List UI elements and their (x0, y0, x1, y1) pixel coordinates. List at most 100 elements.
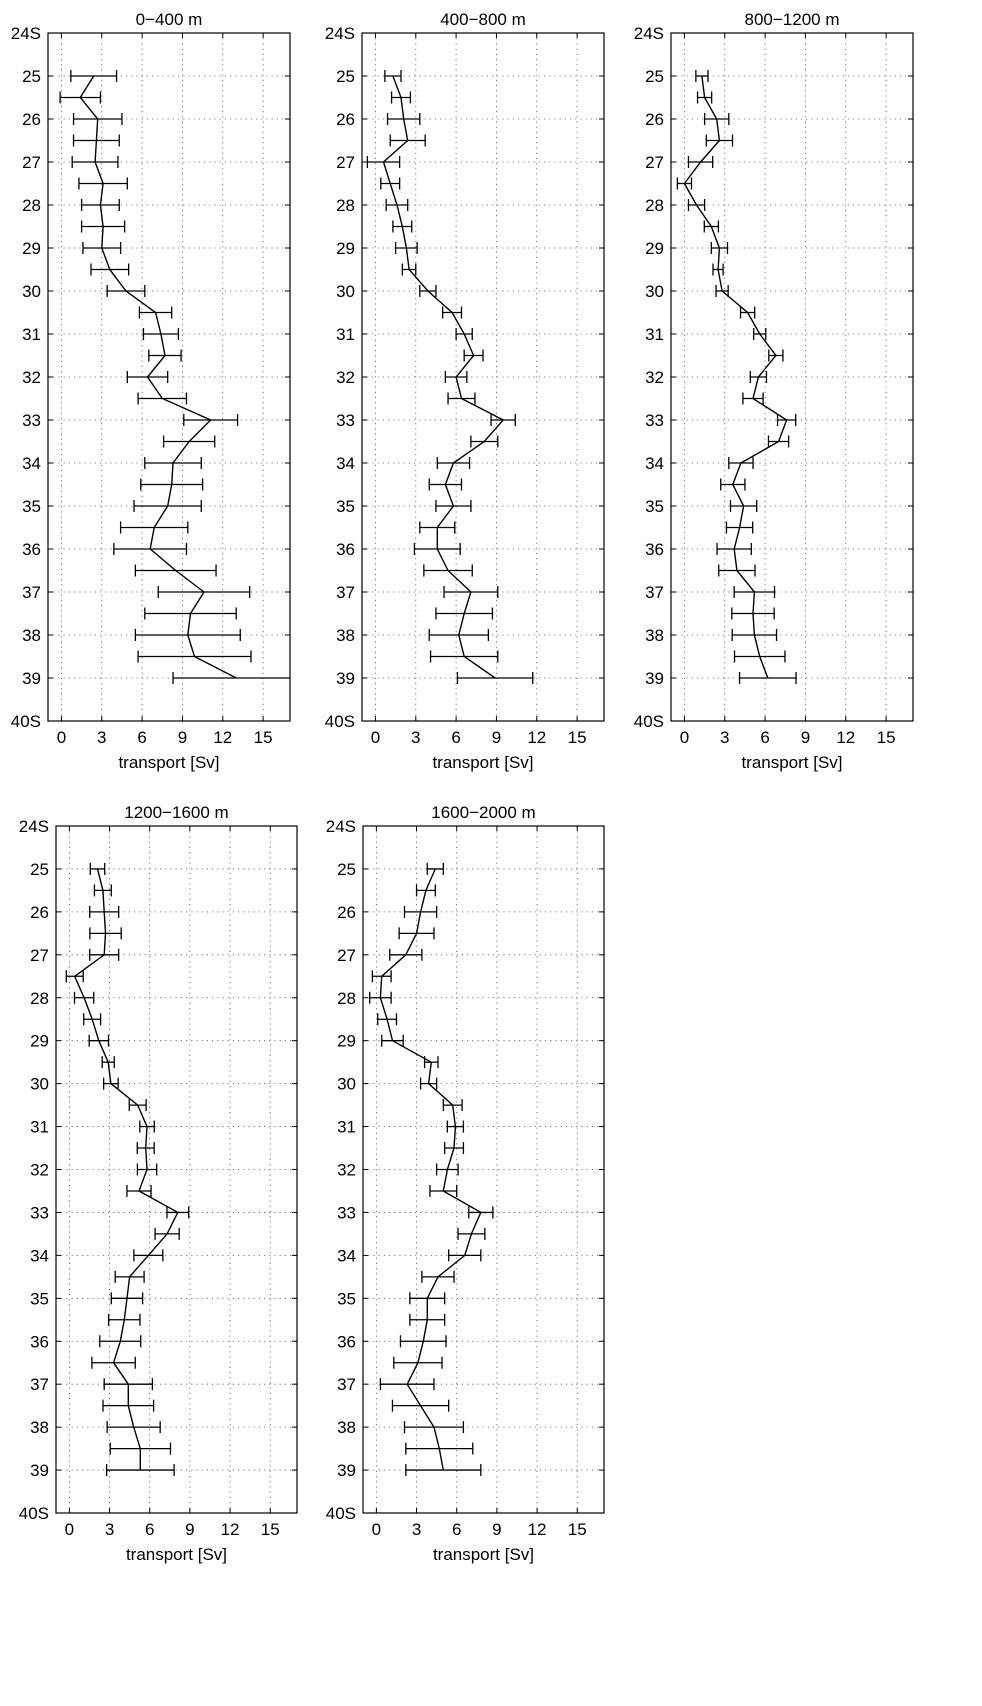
x-tick-label: 12 (213, 728, 232, 747)
x-tick-label: 9 (185, 1520, 194, 1539)
series-line (683, 75, 788, 679)
y-tick-label: 40S (325, 712, 355, 731)
y-tick-label: 40S (19, 1504, 49, 1523)
panel-4: 0 3 6 9 12 1524S25262728293031323334353637383… (19, 803, 298, 1564)
y-tick-label: 31 (22, 325, 41, 344)
y-tick-label: 28 (22, 196, 41, 215)
y-tick-label: 33 (22, 411, 41, 430)
y-tick-label: 39 (645, 669, 664, 688)
x-tick-label: 9 (801, 728, 810, 747)
y-tick-label: 38 (22, 626, 41, 645)
y-tick-label: 38 (337, 1418, 356, 1437)
x-tick-label: 15 (254, 728, 273, 747)
x-tick-label: 6 (451, 728, 460, 747)
y-tick-label: 33 (336, 411, 355, 430)
panel-title: 400−800 m (440, 10, 526, 29)
series (65, 862, 190, 1477)
x-axis-label: transport [Sv] (432, 753, 533, 772)
y-tick-label: 29 (336, 239, 355, 258)
panel-1: 0 3 6 9 12 1524S25262728293031323334353637383… (11, 10, 291, 772)
y-tick-label: 30 (336, 282, 355, 301)
y-tick-label: 30 (645, 282, 664, 301)
series (366, 70, 534, 684)
y-tick-label: 36 (337, 1332, 356, 1351)
y-tick-label: 26 (30, 903, 49, 922)
y-tick-label: 27 (336, 153, 355, 172)
y-tick-label: 32 (337, 1161, 356, 1180)
y-tick-label: 26 (337, 903, 356, 922)
y-tick-label: 31 (336, 325, 355, 344)
y-tick-label: 31 (645, 325, 664, 344)
grid (56, 825, 297, 1514)
y-tick-label: 40S (634, 712, 664, 731)
y-tick-label: 29 (645, 239, 664, 258)
y-tick-label: 35 (337, 1289, 356, 1308)
y-tick-label: 27 (22, 153, 41, 172)
x-tick-label: 9 (492, 1520, 501, 1539)
x-tick-label: 9 (492, 728, 501, 747)
y-tick-label: 24S (11, 24, 41, 43)
x-tick-label: 15 (261, 1520, 280, 1539)
grid (48, 32, 290, 722)
x-tick-label: 6 (452, 1520, 461, 1539)
y-tick-label: 28 (337, 989, 356, 1008)
y-tick-label: 35 (645, 497, 664, 516)
axes-frame (47, 32, 291, 722)
x-tick-label: 9 (178, 728, 187, 747)
y-tick-label: 38 (645, 626, 664, 645)
y-tick-label: 32 (22, 368, 41, 387)
series (369, 862, 494, 1477)
x-axis-label: transport [Sv] (118, 753, 219, 772)
y-tick-label: 24S (326, 817, 356, 836)
x-tick-label: 0 (372, 1520, 381, 1539)
series (59, 70, 290, 684)
panel-3: 0 3 6 9 12 1524S25262728293031323334353637383… (634, 10, 914, 772)
y-tick-label: 31 (30, 1118, 49, 1137)
y-tick-label: 34 (645, 454, 664, 473)
x-tick-label: 3 (411, 728, 420, 747)
y-tick-label: 26 (22, 110, 41, 129)
y-tick-label: 37 (337, 1375, 356, 1394)
y-tick-label: 34 (30, 1246, 49, 1265)
panel-5: 0 3 6 9 12 1524S25262728293031323334353637383… (326, 803, 605, 1564)
y-tick-label: 35 (22, 497, 41, 516)
x-tick-label: 6 (145, 1520, 154, 1539)
x-axis-label: transport [Sv] (741, 753, 842, 772)
x-tick-label: 3 (97, 728, 106, 747)
y-tick-label: 39 (337, 1461, 356, 1480)
x-tick-label: 12 (221, 1520, 240, 1539)
y-tick-label: 38 (30, 1418, 49, 1437)
grid (362, 32, 604, 722)
x-tick-label: 15 (568, 728, 587, 747)
y-tick-label: 32 (336, 368, 355, 387)
axes-frame (361, 32, 605, 722)
y-tick-label: 37 (22, 583, 41, 602)
y-tick-label: 39 (30, 1461, 49, 1480)
y-tick-label: 28 (336, 196, 355, 215)
y-tick-label: 24S (325, 24, 355, 43)
x-tick-label: 12 (836, 728, 855, 747)
y-tick-label: 27 (645, 153, 664, 172)
y-tick-label: 39 (22, 669, 41, 688)
axes-frame (362, 825, 605, 1514)
error-bar (172, 672, 290, 684)
x-axis-label: transport [Sv] (126, 1545, 227, 1564)
y-tick-label: 29 (30, 1032, 49, 1051)
y-tick-label: 40S (326, 1504, 356, 1523)
panel-title: 0−400 m (136, 10, 203, 29)
series-line (79, 75, 237, 679)
x-tick-label: 0 (680, 728, 689, 747)
x-axis-label: transport [Sv] (433, 1545, 534, 1564)
y-tick-label: 24S (19, 817, 49, 836)
series-line (382, 75, 505, 679)
y-tick-label: 36 (645, 540, 664, 559)
x-tick-label: 3 (720, 728, 729, 747)
y-tick-label: 25 (336, 67, 355, 86)
y-tick-label: 27 (337, 946, 356, 965)
x-tick-label: 12 (528, 1520, 547, 1539)
y-tick-label: 26 (645, 110, 664, 129)
panel-title: 1600−2000 m (431, 803, 535, 822)
y-tick-label: 38 (336, 626, 355, 645)
x-tick-label: 0 (371, 728, 380, 747)
